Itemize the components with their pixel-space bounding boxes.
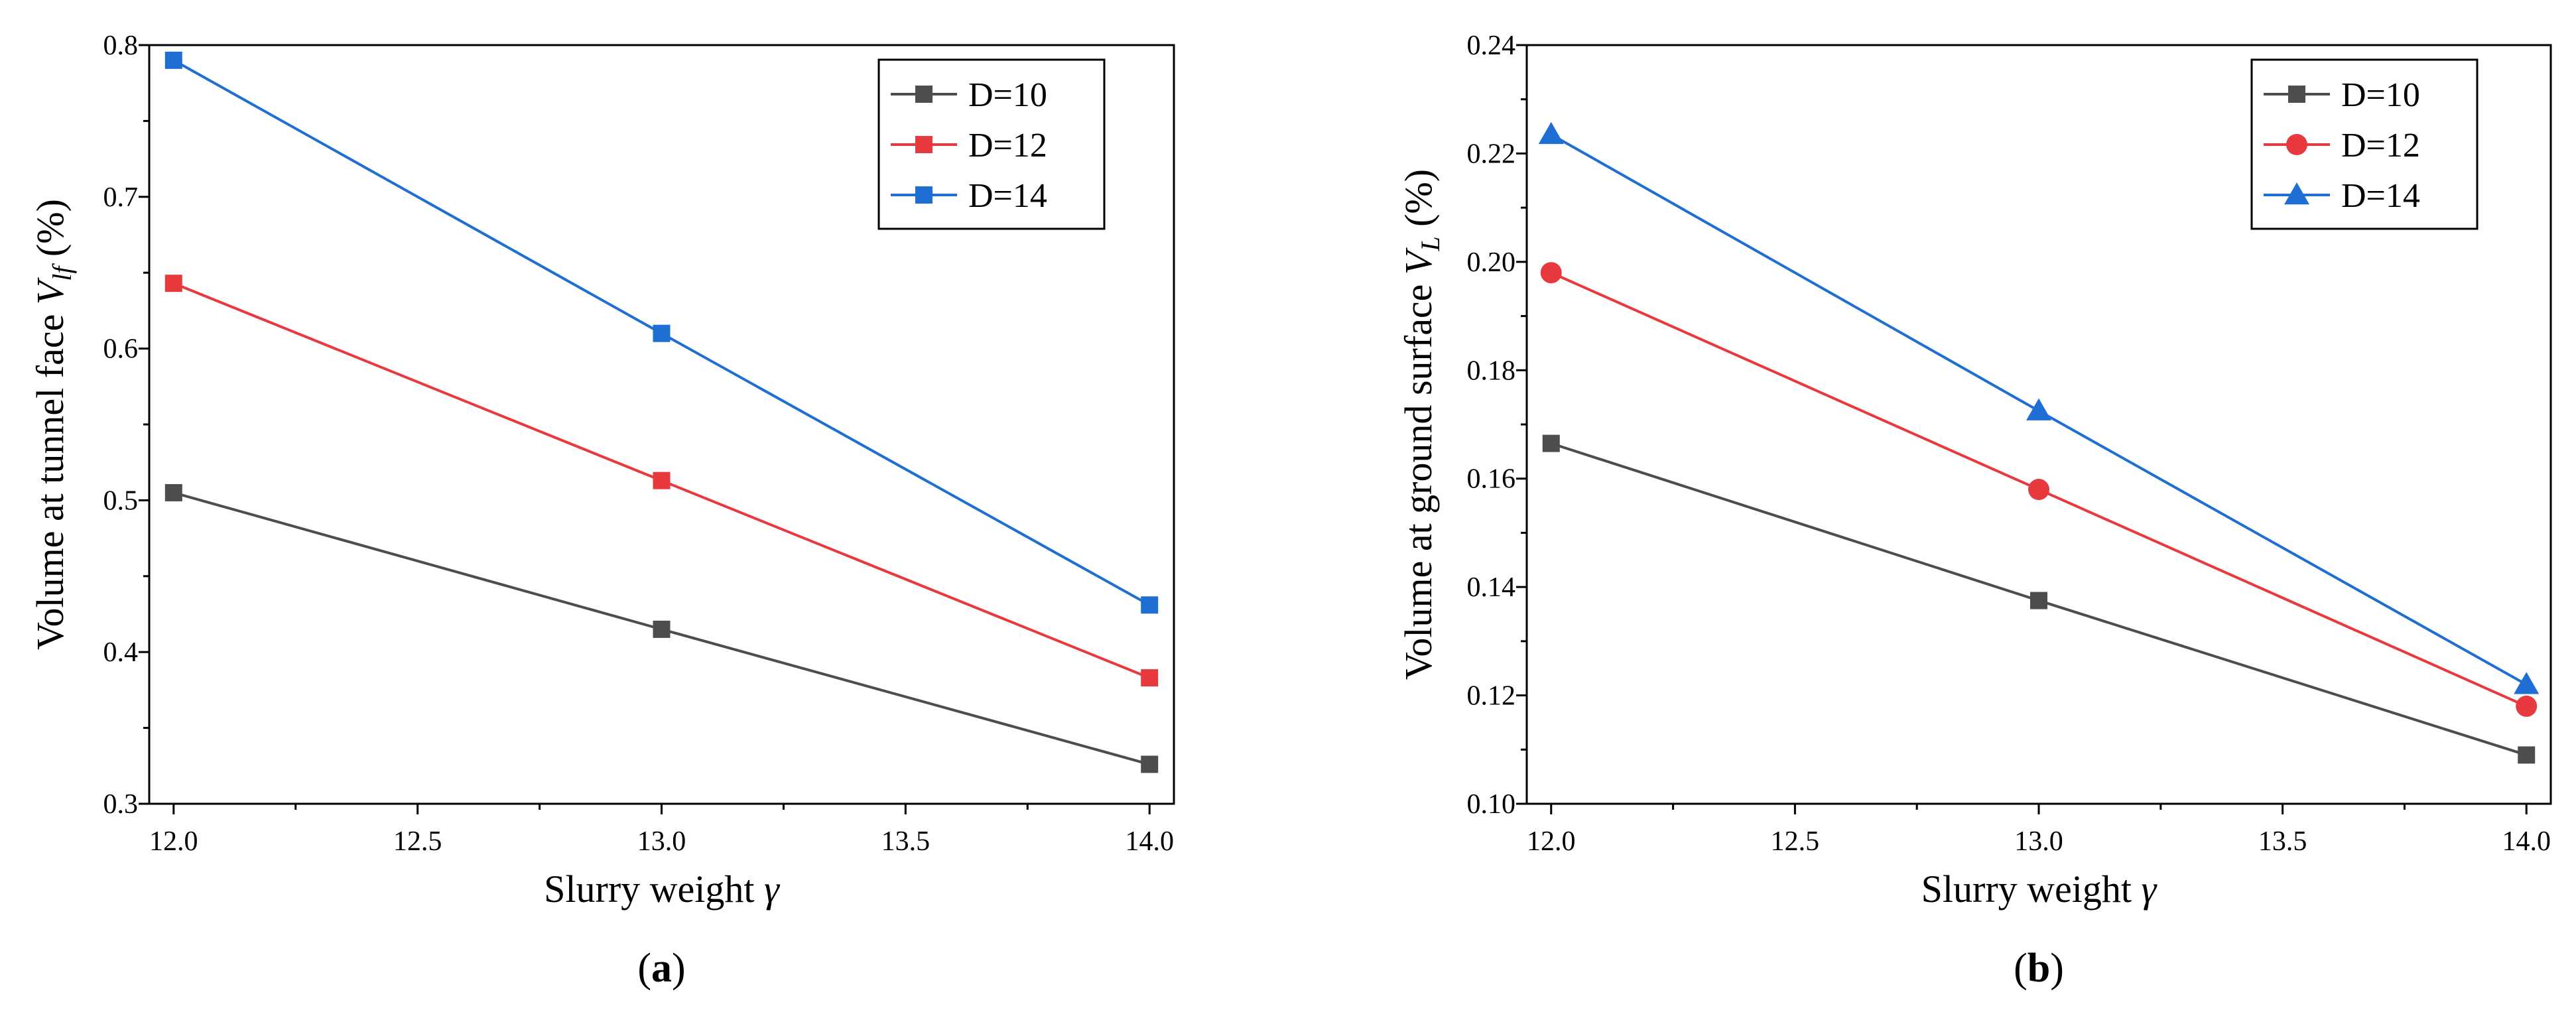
panel-label-open: ( <box>637 946 651 991</box>
legend-label-D=10: D=10 <box>2341 76 2420 114</box>
data-point-D=10-2 <box>1141 755 1159 773</box>
legend-marker-D=12 <box>2286 134 2307 155</box>
legend-marker-D=10 <box>2288 86 2305 103</box>
y-tick-label: 0.3 <box>103 789 139 820</box>
data-point-D=14-0 <box>1538 121 1564 145</box>
data-point-D=14-0 <box>164 51 182 69</box>
data-point-D=10-0 <box>164 483 182 501</box>
y-tick-label: 0.22 <box>1467 139 1516 169</box>
data-point-D=14-2 <box>1141 596 1159 614</box>
y-tick-label: 0.5 <box>103 485 139 516</box>
x-tick-label: 12.0 <box>149 826 198 857</box>
panel-label-letter: b <box>2028 946 2050 991</box>
data-point-D=14-1 <box>2026 398 2051 420</box>
legend-label-D=10: D=10 <box>968 76 1047 114</box>
legend-label-D=14: D=14 <box>968 177 1047 215</box>
y-axis-title-symbol: V <box>29 277 72 304</box>
data-point-D=12-0 <box>1540 262 1562 284</box>
panel-label-close: ) <box>2050 946 2064 991</box>
x-tick-label: 12.5 <box>393 826 442 857</box>
y-tick-label: 0.7 <box>103 182 139 213</box>
data-point-D=14-1 <box>653 324 671 342</box>
x-axis-title-symbol: γ <box>764 867 781 911</box>
panel-label: (b) <box>2014 946 2064 991</box>
x-tick-label: 12.0 <box>1527 826 1576 857</box>
x-tick-label: 13.5 <box>881 826 931 857</box>
x-tick-label: 14.0 <box>1125 826 1174 857</box>
data-point-D=12-0 <box>164 275 182 292</box>
x-axis-title: Slurry weight γ <box>544 867 781 911</box>
x-axis-title-text: Slurry weight <box>1921 867 2142 911</box>
x-axis-title: Slurry weight γ <box>1921 867 2158 911</box>
x-axis-title-symbol: γ <box>2142 867 2158 911</box>
panel-label-letter: a <box>651 946 672 991</box>
x-tick-label: 13.0 <box>637 826 686 857</box>
y-axis-title-text: Volume at tunnel face <box>29 304 72 650</box>
legend-marker-D=12 <box>915 136 933 153</box>
legend-label-D=12: D=12 <box>968 127 1047 164</box>
y-tick-label: 0.20 <box>1467 247 1516 278</box>
data-point-D=12-2 <box>1141 669 1159 687</box>
chart-panel-1: 0.10 0.12 0.14 0.16 0.18 0.20 0.22 0.24 12.0 12.5… <box>1397 31 2552 991</box>
panel-label-close: ) <box>672 946 686 991</box>
x-tick-label: 14.0 <box>2502 826 2551 857</box>
data-point-D=12-1 <box>653 472 671 489</box>
y-tick-label: 0.10 <box>1467 789 1516 820</box>
legend-label-D=12: D=12 <box>2341 127 2420 164</box>
y-tick-label: 0.4 <box>103 637 139 668</box>
y-axis-title-subscript: L <box>1415 236 1445 251</box>
x-tick-label: 12.5 <box>1771 826 1820 857</box>
y-axis-title-unit: (%) <box>1397 169 1440 236</box>
y-tick-label: 0.24 <box>1467 31 1516 61</box>
legend-label-D=14: D=14 <box>2341 177 2420 215</box>
y-tick-label: 0.14 <box>1467 572 1516 603</box>
y-axis-title-unit: (%) <box>29 199 72 266</box>
x-tick-label: 13.0 <box>2014 826 2063 857</box>
y-tick-label: 0.18 <box>1467 355 1516 386</box>
y-tick-label: 0.6 <box>103 334 139 365</box>
data-point-D=14-2 <box>2514 672 2540 694</box>
y-axis-title: Volume at tunnel face Vlf (%) <box>29 199 77 650</box>
data-point-D=12-2 <box>2516 695 2538 717</box>
panel-label: (a) <box>637 946 685 991</box>
data-point-D=10-1 <box>2030 592 2047 609</box>
y-axis-title-text: Volume at ground surface <box>1397 275 1440 680</box>
x-tick-label: 13.5 <box>2258 826 2307 857</box>
data-point-D=10-1 <box>653 620 671 638</box>
chart-panel-0: 0.3 0.4 0.5 0.6 0.7 0.8 12.0 12.5 13.0 13.5 14.0 Sl… <box>29 31 1175 991</box>
panel-label-open: ( <box>2014 946 2028 991</box>
x-axis-title-text: Slurry weight <box>544 867 764 911</box>
legend-marker-D=10 <box>915 86 933 103</box>
y-axis-title: Volume at ground surface VL (%) <box>1397 169 1445 680</box>
legend-marker-D=14 <box>915 186 933 204</box>
y-tick-label: 0.12 <box>1467 681 1516 712</box>
data-point-D=10-2 <box>2518 746 2536 764</box>
legend-marker-D=14 <box>2284 182 2309 205</box>
y-tick-label: 0.16 <box>1467 464 1516 495</box>
data-point-D=10-0 <box>1542 434 1560 452</box>
y-axis-title-symbol: V <box>1397 247 1440 275</box>
y-tick-label: 0.8 <box>103 31 139 61</box>
data-point-D=12-1 <box>2028 479 2049 501</box>
